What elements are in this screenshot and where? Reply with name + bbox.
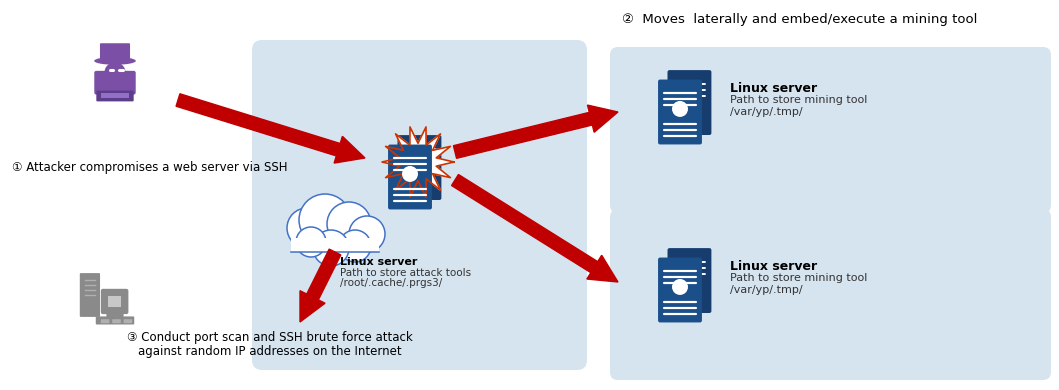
FancyBboxPatch shape bbox=[95, 316, 134, 324]
Text: Path to store attack tools: Path to store attack tools bbox=[340, 268, 471, 278]
FancyBboxPatch shape bbox=[94, 71, 136, 95]
FancyBboxPatch shape bbox=[79, 273, 100, 317]
FancyArrow shape bbox=[300, 249, 341, 322]
Text: against random IP addresses on the Internet: against random IP addresses on the Inter… bbox=[138, 346, 401, 358]
Text: Path to store mining tool: Path to store mining tool bbox=[730, 273, 867, 283]
FancyBboxPatch shape bbox=[252, 40, 587, 370]
FancyBboxPatch shape bbox=[106, 312, 124, 317]
Text: Linux server: Linux server bbox=[340, 257, 417, 267]
Ellipse shape bbox=[105, 62, 125, 81]
Text: Linux server: Linux server bbox=[730, 260, 818, 273]
FancyArrow shape bbox=[451, 174, 618, 282]
FancyBboxPatch shape bbox=[658, 257, 702, 323]
Text: ③ Conduct port scan and SSH brute force attack: ③ Conduct port scan and SSH brute force … bbox=[127, 332, 413, 344]
Text: /var/yp/.tmp/: /var/yp/.tmp/ bbox=[730, 107, 803, 117]
FancyBboxPatch shape bbox=[96, 90, 133, 101]
Ellipse shape bbox=[94, 57, 136, 65]
FancyArrow shape bbox=[453, 105, 618, 158]
FancyBboxPatch shape bbox=[667, 70, 712, 135]
Circle shape bbox=[339, 230, 371, 262]
FancyBboxPatch shape bbox=[610, 47, 1051, 213]
FancyArrow shape bbox=[176, 94, 365, 163]
FancyBboxPatch shape bbox=[100, 43, 130, 62]
FancyBboxPatch shape bbox=[108, 310, 122, 317]
FancyBboxPatch shape bbox=[101, 289, 128, 314]
Text: Path to store mining tool: Path to store mining tool bbox=[730, 95, 867, 105]
Text: ① Attacker compromises a web server via SSH: ① Attacker compromises a web server via … bbox=[12, 161, 287, 174]
Text: /var/yp/.tmp/: /var/yp/.tmp/ bbox=[730, 285, 803, 295]
FancyBboxPatch shape bbox=[124, 319, 132, 323]
FancyBboxPatch shape bbox=[667, 248, 712, 313]
Circle shape bbox=[299, 194, 351, 246]
Circle shape bbox=[297, 227, 326, 257]
Polygon shape bbox=[382, 127, 454, 197]
Circle shape bbox=[672, 101, 688, 117]
FancyBboxPatch shape bbox=[388, 145, 432, 209]
Text: ②  Moves  laterally and embed/execute a mining tool: ② Moves laterally and embed/execute a mi… bbox=[622, 14, 977, 27]
Text: /root/.cache/.prgs3/: /root/.cache/.prgs3/ bbox=[340, 278, 443, 288]
Circle shape bbox=[327, 202, 371, 246]
FancyBboxPatch shape bbox=[101, 92, 129, 98]
Circle shape bbox=[672, 279, 688, 295]
FancyBboxPatch shape bbox=[610, 209, 1051, 380]
FancyBboxPatch shape bbox=[108, 296, 122, 307]
FancyBboxPatch shape bbox=[112, 319, 121, 323]
Circle shape bbox=[287, 208, 327, 248]
Circle shape bbox=[402, 166, 418, 182]
Circle shape bbox=[349, 216, 385, 252]
FancyBboxPatch shape bbox=[397, 135, 442, 200]
FancyBboxPatch shape bbox=[101, 319, 109, 323]
FancyBboxPatch shape bbox=[291, 238, 379, 252]
Text: Linux server: Linux server bbox=[730, 82, 818, 95]
FancyBboxPatch shape bbox=[658, 80, 702, 144]
Circle shape bbox=[313, 230, 349, 266]
